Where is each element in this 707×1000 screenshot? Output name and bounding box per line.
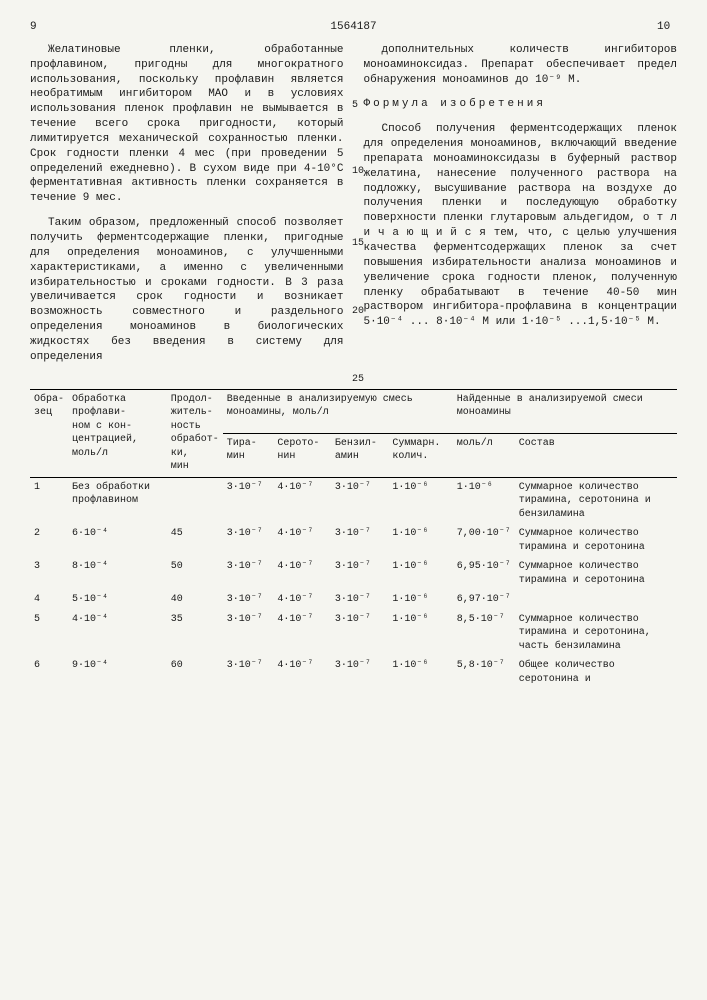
th-found-mol: моль/л <box>453 433 515 477</box>
th-summary: Суммарн. колич. <box>388 433 452 477</box>
table-row: 5 4·10⁻⁴ 35 3·10⁻⁷ 4·10⁻⁷ 3·10⁻⁷ 1·10⁻⁶ … <box>30 610 677 657</box>
page-header: 9 1564187 10 <box>30 20 677 35</box>
left-para-2: Таким образом, предложенный способ позво… <box>30 216 344 364</box>
table-row: 2 6·10⁻⁴ 45 3·10⁻⁷ 4·10⁻⁷ 3·10⁻⁷ 1·10⁻⁶ … <box>30 524 677 557</box>
table-row: 1 Без обработки профлавином 3·10⁻⁷ 4·10⁻… <box>30 477 677 524</box>
th-serotonin: Серото- нин <box>273 433 331 477</box>
line-marker-25: 25 <box>352 373 364 387</box>
left-column: Желатиновые пленки, обработанные профлав… <box>30 43 344 375</box>
left-page-number: 9 <box>30 20 50 35</box>
data-table: Обра- зец Обработка профлави- ном с кон-… <box>30 389 677 690</box>
body-text: 5 10 15 20 25 Желатиновые пленки, обрабо… <box>30 43 677 375</box>
th-tiramin: Тира- мин <box>223 433 274 477</box>
table-row: 3 8·10⁻⁴ 50 3·10⁻⁷ 4·10⁻⁷ 3·10⁻⁷ 1·10⁻⁶ … <box>30 557 677 590</box>
left-para-1: Желатиновые пленки, обработанные профлав… <box>30 43 344 206</box>
table-row: 4 5·10⁻⁴ 40 3·10⁻⁷ 4·10⁻⁷ 3·10⁻⁷ 1·10⁻⁶ … <box>30 590 677 610</box>
th-found-comp: Состав <box>515 433 677 477</box>
line-marker-15: 15 <box>352 237 364 251</box>
document-number: 1564187 <box>50 20 657 35</box>
th-sample: Обра- зец <box>30 389 68 477</box>
formula-title: Формула изобретения <box>364 97 678 112</box>
th-duration: Продол- житель- ность обработ- ки, мин <box>167 389 223 477</box>
th-benzilamin: Бензил- амин <box>331 433 389 477</box>
th-treatment: Обработка профлави- ном с кон- центрацие… <box>68 389 167 477</box>
table-body: 1 Без обработки профлавином 3·10⁻⁷ 4·10⁻… <box>30 477 677 689</box>
right-para-1: дополнительных количеств ингибиторов мон… <box>364 43 678 88</box>
th-input-group: Введенные в анализируемую смесь моноамин… <box>223 389 453 433</box>
right-page-number: 10 <box>657 20 677 35</box>
line-marker-20: 20 <box>352 305 364 319</box>
right-column: дополнительных количеств ингибиторов мон… <box>364 43 678 375</box>
line-marker-5: 5 <box>352 99 358 113</box>
table-row: 6 9·10⁻⁴ 60 3·10⁻⁷ 4·10⁻⁷ 3·10⁻⁷ 1·10⁻⁶ … <box>30 656 677 689</box>
right-para-2: Способ получения ферментсодержащих плено… <box>364 122 678 330</box>
line-marker-10: 10 <box>352 165 364 179</box>
th-found-group: Найденные в анализируемой смеси моноамин… <box>453 389 677 433</box>
